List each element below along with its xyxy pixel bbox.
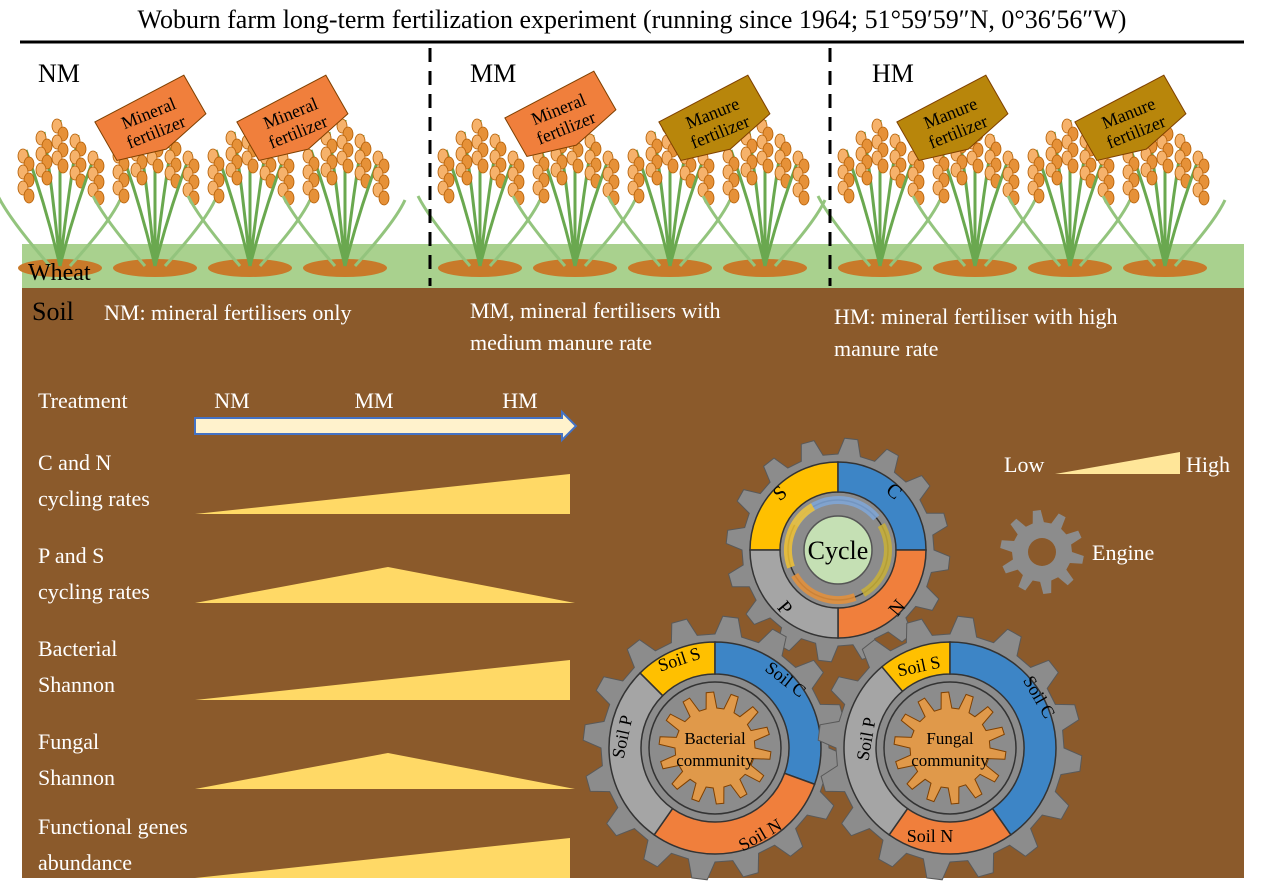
- trend-wedge: [195, 567, 575, 603]
- figure-title: Woburn farm long-term fertilization expe…: [138, 5, 1127, 34]
- legend-wedge-icon: [1055, 452, 1180, 474]
- trend-row: Bacterial Shannon: [38, 636, 570, 700]
- gear-center-label: Fungal community: [911, 729, 989, 770]
- wheat-label: Wheat: [28, 260, 91, 286]
- plot-description-hm: HM: mineral fertiliser with high manure …: [834, 304, 1123, 361]
- gear-center-label: Cycle: [808, 536, 869, 565]
- fertilizer-tags: Mineralfertilizer MineralfertilizerMinera…: [94, 70, 1187, 162]
- treatment-label: Treatment: [38, 388, 128, 413]
- treatment-level-hm: HM: [502, 388, 537, 413]
- wheat-plant: [281, 118, 407, 277]
- wheat-plant: [816, 118, 942, 277]
- trend-wedge: [195, 474, 570, 514]
- wheat-plant: [1006, 118, 1132, 277]
- soil-label: Soil: [32, 297, 74, 326]
- treatment-level-nm: NM: [214, 388, 249, 413]
- plot-label-hm: HM: [872, 59, 914, 88]
- trend-label: Bacterial Shannon: [38, 636, 117, 697]
- trend-wedge: [195, 838, 570, 878]
- wheat-plants: [0, 118, 1227, 277]
- gear-center-label: Bacterial community: [676, 729, 754, 770]
- treatment-arrow: [194, 409, 578, 443]
- trend-row: Functional genes abundance: [38, 814, 570, 878]
- gear-segment-label: Soil N: [907, 826, 954, 846]
- plot-label-mm: MM: [470, 59, 516, 88]
- legend-high: High: [1186, 452, 1230, 477]
- plot-description-nm: NM: mineral fertilisers only: [104, 300, 351, 325]
- trend-label: Fungal Shannon: [38, 729, 115, 790]
- trend-wedge: [195, 753, 575, 789]
- mineral-fertilizer-tag: Mineralfertilizer: [504, 70, 617, 158]
- trend-label: Functional genes abundance: [38, 814, 188, 875]
- treatment-level-mm: MM: [354, 388, 393, 413]
- wheat-plant: [0, 118, 122, 277]
- plot-description-mm: MM, mineral fertilisers with medium manu…: [470, 298, 726, 355]
- manure-fertilizer-tag: Manurefertilizer: [896, 74, 1009, 162]
- legend-engine: Engine: [1092, 540, 1154, 565]
- trend-wedge: [195, 660, 570, 700]
- legend-low: Low: [1004, 452, 1044, 477]
- trend-row: Fungal Shannon: [38, 729, 575, 790]
- plot-label-nm: NM: [38, 59, 80, 88]
- wheat-plant: [701, 118, 827, 277]
- wheat-plant: [1101, 118, 1227, 277]
- wheat-plant: [416, 118, 542, 277]
- engine-gear-icon: [1000, 510, 1084, 594]
